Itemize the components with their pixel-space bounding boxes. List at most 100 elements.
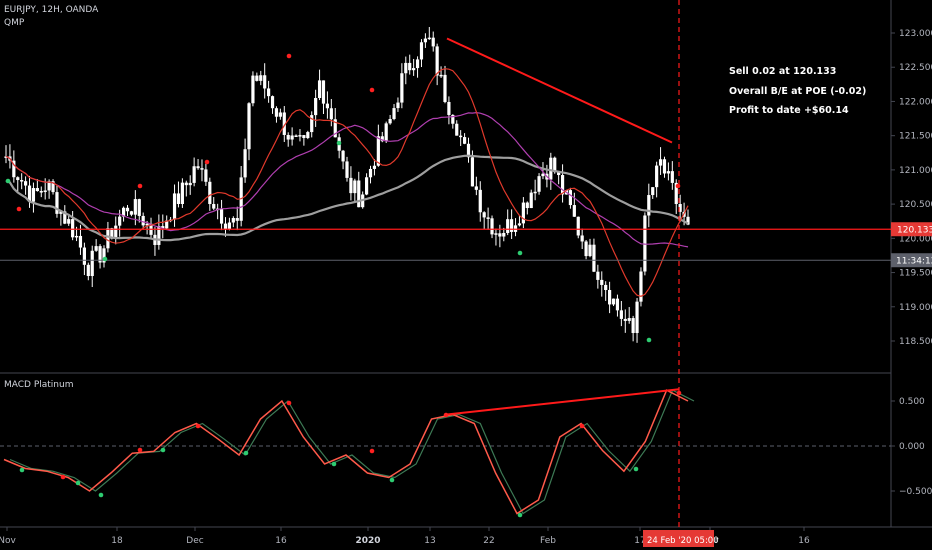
candle-body [106,228,110,249]
macd-trendline [446,388,680,416]
candle-body [506,219,510,233]
price-tick-label: 122.500 [899,63,932,73]
candle-body [35,188,39,192]
candle-body [94,246,98,251]
candle-body [184,182,188,186]
time-tick-label: 13 [424,536,435,546]
candle-body [384,123,388,142]
candle-body [59,211,63,214]
candle-body [627,318,631,321]
buy-signal-dot [102,256,108,262]
candle-body [325,103,330,109]
macd-pane-title: MACD Platinum [4,380,74,390]
candle-body [141,215,145,226]
candle-body [157,226,161,245]
candle-body [592,244,596,272]
candle-body [380,136,384,142]
macd-signal-line [9,389,695,515]
buy-signal-dot [336,140,342,146]
candle-body [368,168,373,178]
candle-body [125,207,130,212]
ma-fast-line [5,68,689,297]
candle-body [329,108,333,120]
candle-body [647,195,651,216]
candle-body [686,216,690,225]
candle-body [427,37,431,40]
macd-bull-dot [75,480,81,486]
candle-body [274,108,279,117]
macd-line [3,389,689,515]
candle-body [474,186,478,190]
macd-bull-dot [389,477,395,483]
candle-body [533,191,537,194]
sell-signal-dot [369,87,375,93]
candle-body [639,271,643,302]
candle-body [118,216,122,226]
candle-body [451,114,455,124]
time-tick-label: 16 [798,536,810,546]
candle-body [419,42,424,60]
sell-signal-dot [675,183,681,189]
candle-body [490,218,494,235]
candle-body [310,115,314,133]
candle-body [110,228,114,239]
candle-body [400,73,404,103]
candle-body [502,232,506,237]
countdown-badge [891,253,932,268]
candle-body [392,108,396,120]
candle-body [572,205,576,217]
buy-signal-dot [517,250,523,256]
macd-bull-dot [633,466,639,472]
macd-bear-dot [579,423,585,429]
candle-body [349,177,353,194]
candle-body [600,279,604,285]
candle-body [196,166,200,169]
candle-body [415,59,420,69]
price-tick-label: 122.000 [899,97,932,107]
candle-body [4,156,8,158]
current-price-badge [891,222,932,237]
time-tick-label: 2020 [355,536,380,546]
time-highlight-badge [643,530,714,547]
candle-body [102,248,106,263]
candle-body [137,199,141,216]
candle-body [223,223,228,230]
macd-bear-dot [137,447,143,453]
time-highlight-label: 24 Feb '20 05:00 [647,536,719,546]
candle-body [455,123,459,136]
trade-note-breakeven: Overall B/E at POE (-0.02) [729,85,867,97]
candle-body [408,62,412,71]
candle-body [129,211,134,215]
macd-bull-dot [331,461,337,467]
candle-body [255,75,259,81]
trade-notes: Sell 0.02 at 120.133 Overall B/E at POE … [729,62,866,121]
candle-body [165,220,169,229]
macd-bear-dot [369,448,375,454]
candle-body [267,88,271,97]
candle-body [161,226,165,229]
candle-body [435,46,439,76]
macd-tick-label: 0.000 [899,442,925,452]
candle-body [290,135,294,140]
candle-body [298,135,302,137]
candle-body [596,271,600,280]
sell-signal-dot [16,206,22,212]
candle-body [98,246,102,263]
candle-body [345,161,349,178]
candle-body [314,98,318,116]
candle-body [604,284,608,290]
candle-body [67,219,71,224]
candle-body [357,180,361,208]
candle-body [353,180,357,194]
candle-body [192,166,196,183]
candle-body [466,143,471,158]
candle-body [227,222,232,230]
candle-body [286,134,290,140]
candle-body [317,80,322,99]
candle-body [557,172,561,176]
candle-body [376,136,380,166]
candle-body [388,119,392,124]
candle-body [27,185,32,202]
countdown-label: 11:34:12 [896,257,932,267]
